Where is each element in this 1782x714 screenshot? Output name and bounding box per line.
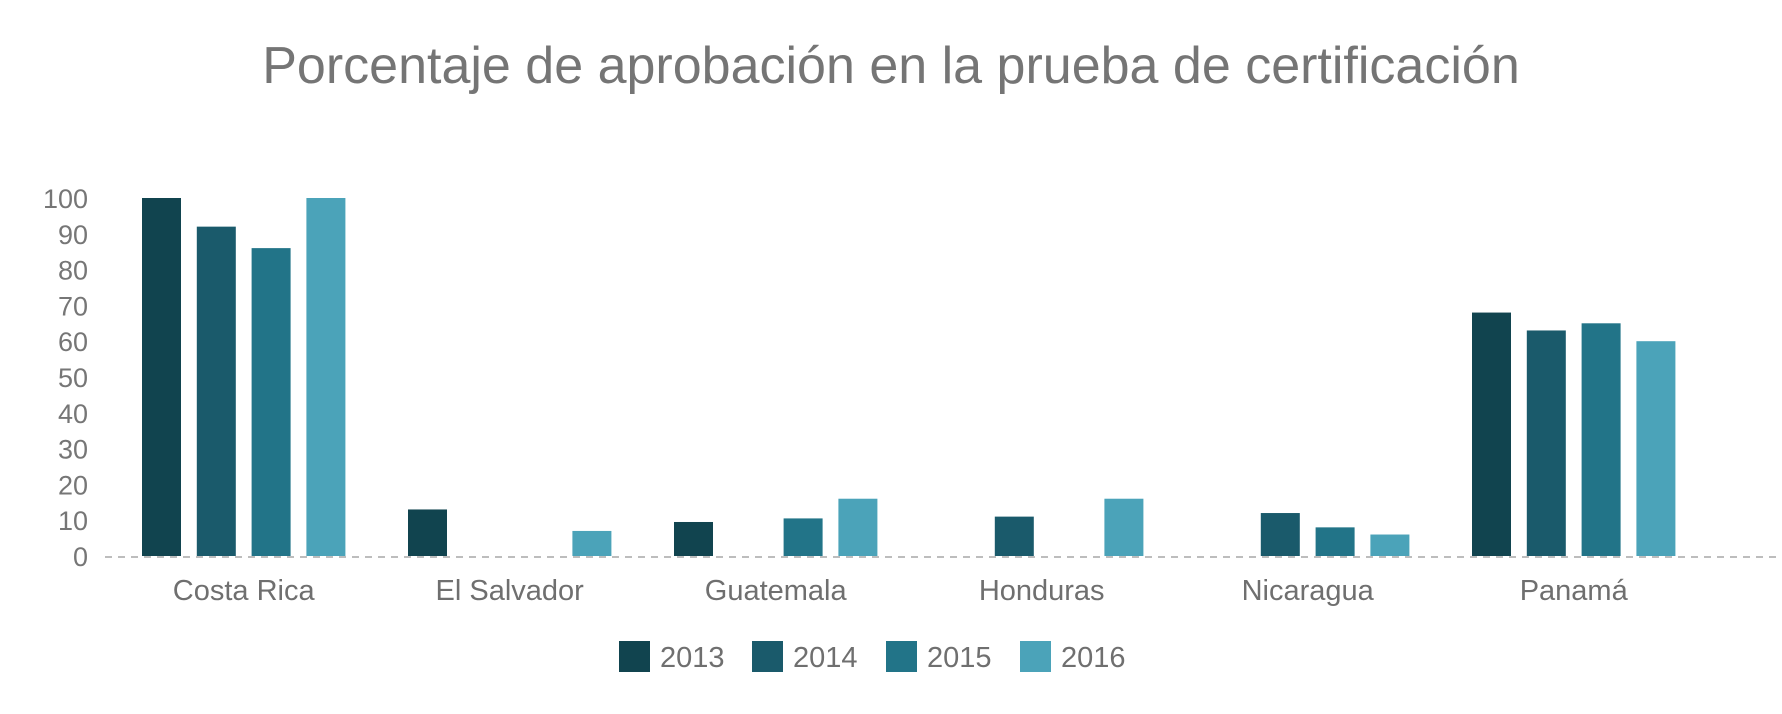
bar-2013-guatemala [674, 521, 713, 556]
bar-2016-el-salvador [572, 530, 612, 556]
bar-2013-el-salvador [408, 509, 447, 556]
legend-swatch-2013 [619, 641, 650, 672]
legend-label: 2014 [793, 642, 858, 674]
legend-swatch-2015 [886, 641, 917, 672]
x-tick-label: Costa Rica [173, 575, 316, 607]
x-tick-label: Panamá [1520, 575, 1629, 607]
bar-2015-panamá [1581, 323, 1621, 556]
legend-swatch-2014 [752, 641, 783, 672]
y-tick-label: 60 [58, 327, 88, 357]
x-tick-label: Nicaragua [1242, 575, 1375, 607]
y-tick-label: 100 [43, 184, 88, 214]
bar-2015-costa-rica [251, 248, 291, 556]
bar-2016-costa-rica [306, 198, 346, 556]
x-tick-label: El Salvador [436, 575, 585, 607]
x-tick-label: Honduras [979, 575, 1105, 607]
legend-label: 2015 [927, 642, 992, 674]
x-tick-label: Guatemala [705, 575, 848, 607]
y-tick-label: 70 [58, 291, 88, 321]
y-tick-label: 50 [58, 363, 88, 393]
legend-swatch-2016 [1020, 641, 1051, 672]
bar-2014-nicaragua [1260, 513, 1300, 556]
y-tick-label: 90 [58, 220, 88, 250]
bar-2016-nicaragua [1370, 534, 1410, 556]
bar-2016-panamá [1636, 341, 1676, 556]
legend-label: 2013 [660, 642, 725, 674]
bar-2016-guatemala [838, 498, 878, 556]
legend-label: 2016 [1061, 642, 1126, 674]
y-tick-label: 10 [58, 506, 88, 536]
bar-2014-panamá [1526, 330, 1566, 556]
y-tick-label: 20 [58, 470, 88, 500]
bar-2014-costa-rica [196, 226, 236, 556]
bar-2013-costa-rica [142, 198, 181, 556]
bar-2015-guatemala [783, 518, 823, 556]
y-tick-label: 80 [58, 256, 88, 286]
y-tick-label: 40 [58, 399, 88, 429]
bar-2014-honduras [994, 516, 1034, 556]
y-tick-label: 30 [58, 435, 88, 465]
chart-title: Porcentaje de aprobación en la prueba de… [262, 37, 1520, 95]
bar-2016-honduras [1104, 498, 1144, 556]
bar-2015-nicaragua [1315, 527, 1355, 556]
y-tick-label: 0 [73, 542, 88, 572]
bar-2013-panamá [1472, 312, 1511, 556]
